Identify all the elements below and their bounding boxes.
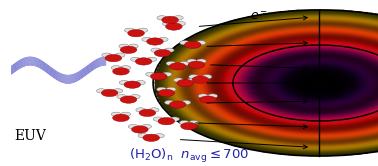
Circle shape [121,66,131,70]
Circle shape [202,75,212,79]
Circle shape [119,81,129,85]
Circle shape [147,57,157,62]
Circle shape [119,44,129,48]
Circle shape [176,21,186,26]
Circle shape [113,114,129,122]
Circle shape [124,81,141,88]
Circle shape [158,118,175,125]
Circle shape [169,101,186,108]
Circle shape [169,63,186,70]
Circle shape [166,87,176,91]
Circle shape [180,120,189,125]
Circle shape [184,41,201,48]
Circle shape [155,133,164,138]
Circle shape [192,76,209,83]
Circle shape [136,81,146,85]
Circle shape [180,41,189,45]
Circle shape [200,96,216,103]
Circle shape [149,108,159,112]
Text: $\mathrm{(H_2O)_n}$  $n_\mathrm{avg} \leq 700$: $\mathrm{(H_2O)_n}$ $n_\mathrm{avg} \leq… [129,147,249,165]
Circle shape [115,53,125,57]
Circle shape [128,30,144,37]
Circle shape [188,61,205,68]
Circle shape [151,48,161,52]
Circle shape [196,41,206,45]
Circle shape [157,87,166,91]
Circle shape [180,61,189,66]
Circle shape [130,94,140,99]
Circle shape [166,23,182,30]
Circle shape [142,37,152,42]
Circle shape [174,78,183,82]
Circle shape [164,48,174,52]
Circle shape [130,57,140,62]
Circle shape [132,126,148,133]
Circle shape [120,46,137,53]
Circle shape [113,89,123,93]
Circle shape [162,72,172,76]
Circle shape [139,109,156,117]
Circle shape [135,58,152,65]
Circle shape [162,21,172,26]
Circle shape [128,124,138,129]
Text: EUV: EUV [14,129,46,143]
Circle shape [146,72,155,76]
Circle shape [174,16,183,20]
Circle shape [129,44,138,48]
Circle shape [111,112,121,116]
Circle shape [181,123,197,130]
Circle shape [142,124,152,129]
Circle shape [181,100,191,105]
Circle shape [189,75,198,79]
Circle shape [187,59,197,63]
Circle shape [153,117,163,121]
Circle shape [96,89,106,93]
Circle shape [177,79,194,87]
Circle shape [136,108,146,112]
Circle shape [120,96,137,103]
Circle shape [198,94,208,98]
Circle shape [124,28,134,32]
Circle shape [158,89,175,97]
Circle shape [138,28,148,32]
Circle shape [121,112,131,116]
Circle shape [105,54,122,62]
Circle shape [166,61,176,66]
Circle shape [102,53,112,57]
Circle shape [164,100,174,105]
Circle shape [147,38,163,45]
Circle shape [157,16,167,20]
Circle shape [189,120,199,125]
Circle shape [143,134,160,141]
Circle shape [101,89,118,97]
Circle shape [113,68,129,75]
Text: $e^-$: $e^-$ [250,10,268,23]
Circle shape [162,16,178,24]
Circle shape [154,49,171,57]
Circle shape [150,73,167,80]
Circle shape [170,117,180,121]
Circle shape [187,78,197,82]
Circle shape [197,59,206,63]
Circle shape [111,66,121,70]
Circle shape [138,133,148,138]
Circle shape [117,94,127,99]
Circle shape [158,37,168,42]
Circle shape [208,94,217,98]
